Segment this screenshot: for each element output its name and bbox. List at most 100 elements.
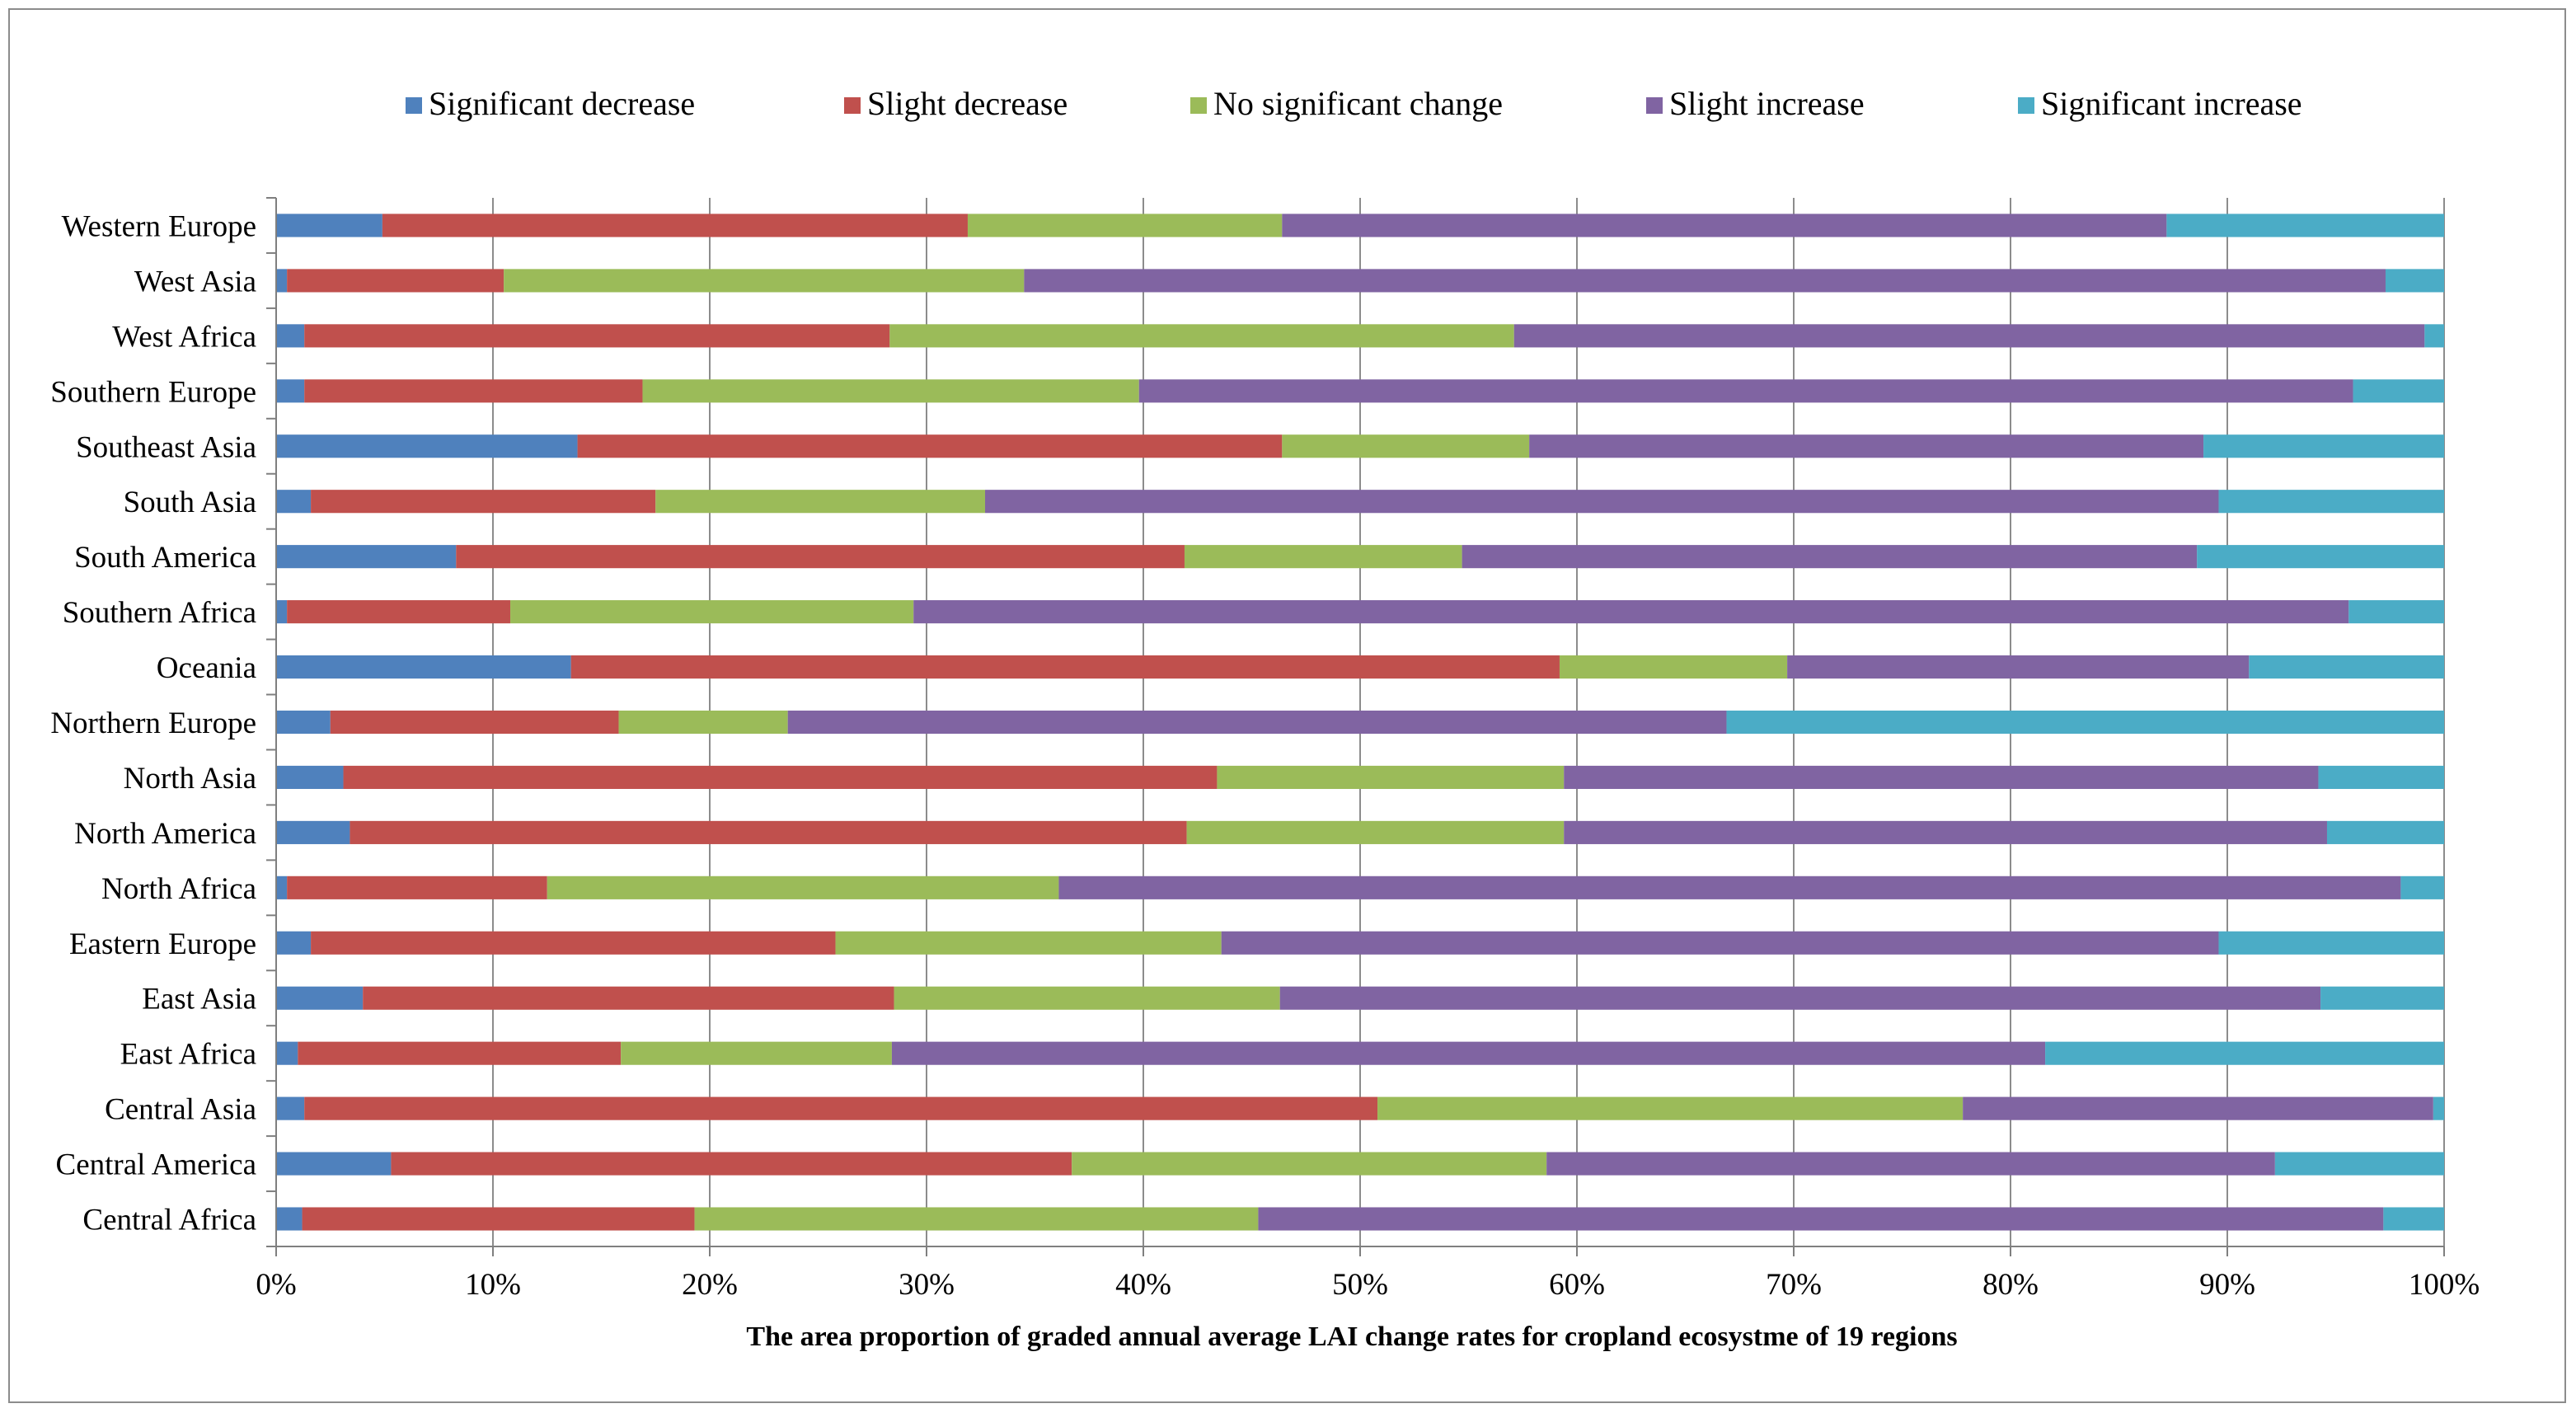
bar-segment	[382, 214, 968, 237]
x-tick-label: 70%	[1766, 1268, 1822, 1302]
stacked-bar-chart: Western Europe West Asia West Africa Southe…	[50, 85, 2480, 1352]
bar-segment	[1529, 434, 2204, 458]
bar-segment	[1058, 875, 2401, 899]
bar-segment	[1546, 1152, 2275, 1176]
bar-segment	[276, 490, 312, 514]
bar-segment	[787, 710, 1727, 735]
bar-segment	[1462, 545, 2198, 569]
x-tick-label: 50%	[1332, 1268, 1388, 1302]
category-label: North Africa	[101, 872, 256, 906]
category-label: North America	[74, 817, 256, 851]
bar-segment	[2353, 379, 2444, 403]
bar-segment	[1282, 214, 2167, 237]
bar-segment	[276, 986, 364, 1010]
bar-segment	[276, 269, 288, 293]
legend: Significant decrease Slight decrease No si…	[406, 85, 2302, 122]
bar-segment	[1186, 820, 1565, 844]
bar-segment	[276, 820, 350, 844]
x-tick-labels: 0% 10% 20% 30% 40% 50% 60% 70% 80% 90% 100%	[256, 1246, 2480, 1302]
category-label: Eastern Europe	[69, 927, 256, 961]
bar-segment	[276, 875, 288, 899]
category-label: West Africa	[112, 320, 256, 354]
bar-segment	[694, 1207, 1259, 1231]
bar-segment	[642, 379, 1139, 403]
bar-segment	[456, 545, 1185, 569]
bar-segment	[2424, 324, 2444, 348]
bar-segment	[1564, 765, 2319, 790]
bar-segment	[276, 710, 331, 735]
bar-segment	[1217, 765, 1565, 790]
bar-segment	[2326, 820, 2444, 844]
legend-label: Significant increase	[2041, 85, 2302, 122]
bar-segment	[1726, 710, 2444, 735]
bars	[276, 214, 2444, 1231]
category-label: North Asia	[124, 762, 256, 796]
bar-segment	[618, 710, 788, 735]
bar-segment	[287, 600, 511, 624]
legend-swatch	[1190, 97, 1207, 114]
bar-segment	[276, 1152, 392, 1176]
category-labels: Western Europe West Asia West Africa Southe…	[50, 197, 276, 1247]
bar-segment	[1221, 931, 2219, 955]
category-label: Western Europe	[62, 209, 256, 243]
category-label: Central Asia	[105, 1093, 256, 1127]
chart-frame: Western Europe West Asia West Africa Southe…	[8, 8, 2566, 1403]
bar-segment	[577, 434, 1283, 458]
bar-segment	[276, 1096, 305, 1120]
bar-segment	[1377, 1096, 1964, 1120]
bar-segment	[891, 1041, 2046, 1065]
x-tick-label: 30%	[899, 1268, 955, 1302]
bar-segment	[1564, 820, 2327, 844]
bar-segment	[2320, 986, 2444, 1010]
bar-segment	[621, 1041, 892, 1065]
bar-segment	[391, 1152, 1072, 1176]
bar-segment	[276, 931, 312, 955]
bar-segment	[889, 324, 1514, 348]
bar-segment	[304, 379, 643, 403]
legend-label: Slight decrease	[867, 85, 1067, 122]
bar-segment	[276, 214, 382, 237]
bar-segment	[510, 600, 914, 624]
bar-segment	[2400, 875, 2444, 899]
bar-segment	[655, 490, 986, 514]
bar-segment	[1184, 545, 1462, 569]
bar-segment	[304, 1096, 1378, 1120]
bar-segment	[967, 214, 1283, 237]
bar-segment	[1787, 655, 2250, 679]
x-tick-label: 20%	[682, 1268, 738, 1302]
legend-swatch	[1646, 97, 1663, 114]
bar-segment	[276, 600, 288, 624]
category-label: East Africa	[120, 1038, 256, 1072]
bar-segment	[1279, 986, 2321, 1010]
bar-segment	[2218, 931, 2444, 955]
category-label: West Asia	[134, 265, 256, 298]
x-tick-label: 100%	[2409, 1268, 2480, 1302]
bar-segment	[2203, 434, 2444, 458]
bar-segment	[1258, 1207, 2384, 1231]
category-label: East Asia	[142, 983, 256, 1016]
bar-segment	[330, 710, 619, 735]
bar-segment	[1072, 1152, 1547, 1176]
category-label: Southeast Asia	[76, 430, 256, 464]
bar-segment	[276, 655, 571, 679]
x-tick-label: 0%	[256, 1268, 296, 1302]
bar-segment	[835, 931, 1222, 955]
x-tick-label: 10%	[465, 1268, 521, 1302]
bar-segment	[276, 324, 305, 348]
x-axis-title: The area proportion of graded annual ave…	[746, 1321, 1957, 1352]
bar-segment	[287, 875, 547, 899]
legend-swatch	[844, 97, 861, 114]
bar-segment	[570, 655, 1560, 679]
bar-segment	[287, 269, 504, 293]
bar-segment	[2348, 600, 2444, 624]
bar-segment	[547, 875, 1059, 899]
category-label: Central America	[56, 1148, 256, 1182]
category-label: Southern Africa	[63, 596, 256, 630]
category-label: Northern Europe	[50, 706, 256, 740]
category-label: Southern Europe	[50, 375, 256, 409]
bar-segment	[304, 324, 890, 348]
x-tick-label: 80%	[1982, 1268, 2039, 1302]
bar-segment	[1282, 434, 1530, 458]
bar-segment	[298, 1041, 622, 1065]
bar-segment	[894, 986, 1280, 1010]
